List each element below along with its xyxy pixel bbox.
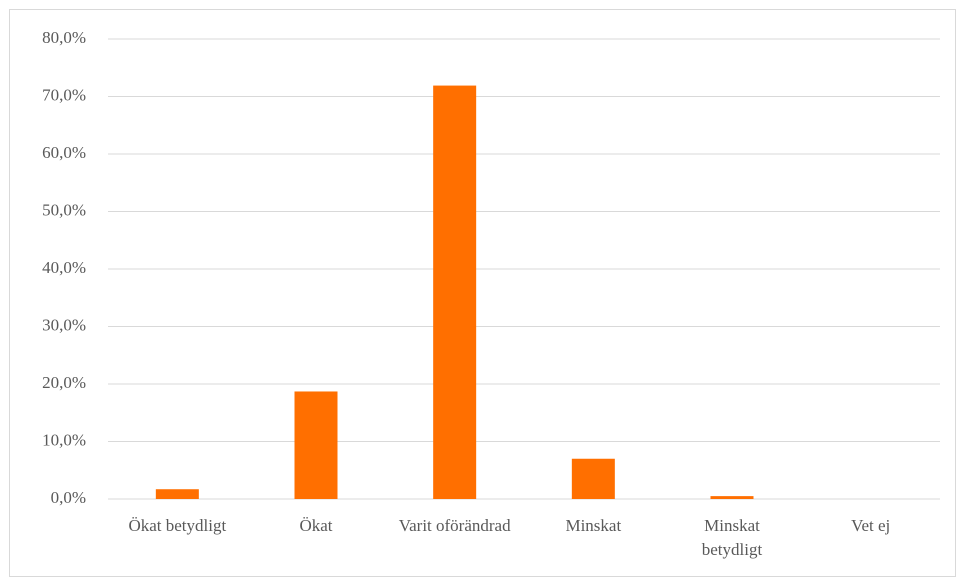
y-tick-label: 80,0%: [42, 28, 86, 47]
y-tick-label: 70,0%: [42, 85, 86, 104]
bar: [433, 85, 477, 499]
y-tick-label: 0,0%: [51, 488, 86, 507]
x-tick-label: Ökat: [299, 516, 332, 535]
x-tick-label: Minskat betydligt: [702, 516, 763, 559]
bar: [155, 489, 199, 499]
y-tick-label: 10,0%: [42, 430, 86, 449]
bar: [571, 458, 615, 499]
chart-frame: [9, 9, 956, 577]
x-tick-label: Varit oförändrad: [399, 516, 511, 535]
x-tick-label: Minskat: [565, 516, 621, 535]
y-tick-label: 50,0%: [42, 200, 86, 219]
y-tick-label: 40,0%: [42, 258, 86, 277]
y-tick-label: 20,0%: [42, 373, 86, 392]
bar: [294, 391, 338, 499]
bar: [710, 496, 754, 499]
y-tick-label: 60,0%: [42, 143, 86, 162]
x-tick-label: Ökat betydligt: [128, 516, 226, 535]
x-tick-label: Vet ej: [851, 516, 890, 535]
y-tick-label: 30,0%: [42, 315, 86, 334]
